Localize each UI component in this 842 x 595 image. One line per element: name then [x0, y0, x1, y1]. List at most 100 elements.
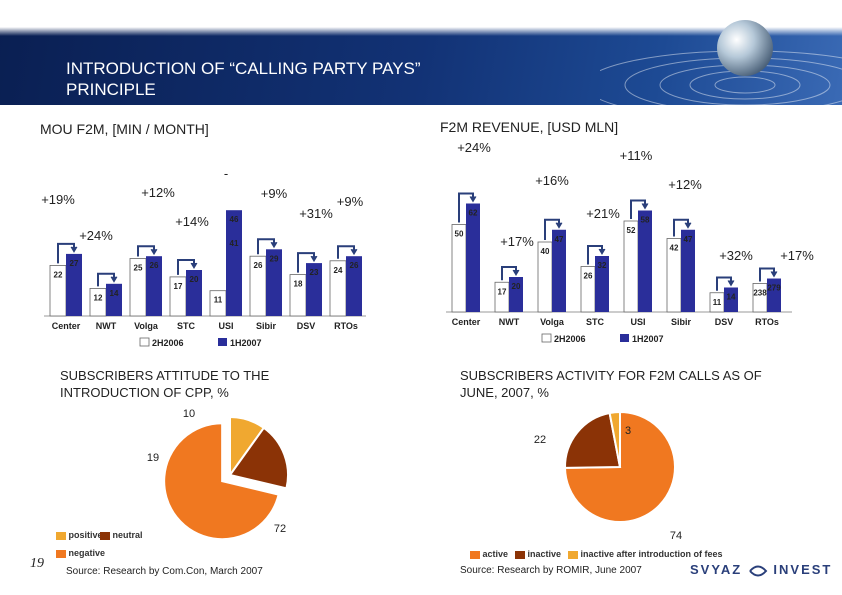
category-label: NWT [96, 321, 117, 331]
bar-1h2007 [186, 270, 202, 316]
attitude-pie-chart: 10 19 72 [147, 408, 289, 541]
pie-value-label: 10 [183, 408, 195, 420]
source-comcon: Source: Research by Com.Con, March 2007 [66, 566, 263, 577]
bar-1h2007 [638, 210, 652, 312]
bar-1h2007 [466, 203, 480, 312]
pie-slice-inactive-after-introduction-of-fees [608, 410, 621, 468]
legend-negative: negative [56, 548, 105, 558]
category-label: Center [452, 317, 481, 327]
category-label: USI [630, 317, 645, 327]
category-label: RTOs [334, 321, 358, 331]
pie-value-label: 72 [274, 523, 286, 535]
value-label-2h2006: 22 [54, 270, 63, 279]
category-label: Sibir [256, 321, 277, 331]
growth-arrow-head [350, 248, 358, 256]
value-label-2h2006: 18 [294, 280, 303, 289]
bar-1h2007 [595, 256, 609, 312]
category-label: RTOs [755, 317, 779, 327]
activity-pie-chart: 74 22 3 [534, 410, 682, 542]
growth-arrow-head [110, 276, 118, 283]
pie-value-label: 74 [670, 530, 682, 542]
legend-neutral: neutral [100, 530, 143, 540]
legend-swatch-2h2006 [139, 337, 150, 347]
value-label-2h2006: 12 [94, 293, 103, 302]
value-label-1h2007: 26 [150, 261, 159, 270]
source-romir: Source: Research by ROMIR, June 2007 [460, 565, 642, 576]
growth-arrow-head [727, 280, 735, 287]
value-label-2h2006: 40 [541, 247, 550, 256]
pie-attitude-title: SUBSCRIBERS ATTITUDE TO THE INTRODUCTION… [60, 368, 270, 400]
growth-label: - [224, 166, 228, 181]
growth-arrow-head [190, 262, 198, 269]
value-label-2h2006: 24 [334, 266, 343, 275]
category-label: NWT [499, 317, 520, 327]
category-label: STC [586, 317, 605, 327]
legend-swatch-1h2007 [620, 334, 629, 342]
value-label-2h2006: 238 [753, 288, 767, 297]
bar-1h2007 [767, 278, 781, 312]
growth-arrow-head [770, 271, 778, 278]
swirl-graphic [600, 20, 842, 105]
category-label: STC [177, 321, 196, 331]
value-label-2h2006: 42 [670, 244, 679, 253]
value-label-2h2006: 26 [584, 272, 593, 281]
bar-1h2007 [724, 287, 738, 312]
header-top-band [0, 0, 842, 36]
category-label: DSV [297, 321, 316, 331]
pie-value-label: 3 [625, 425, 631, 437]
logo-arrow-icon [749, 565, 768, 577]
pie-slice-negative [163, 422, 280, 541]
page-number: 19 [30, 556, 44, 571]
growth-arrow-head [555, 222, 563, 229]
bar-1h2007 [226, 210, 242, 316]
bar-1h2007 [66, 253, 82, 316]
growth-arrow-head [469, 196, 477, 203]
revenue-bar-chart: 50 62 Center +24% 17 20 NWT +17% 40 47 Volga +16% 26… [446, 140, 814, 344]
bar-1h2007 [552, 229, 566, 312]
value-label-1h2007: 27 [70, 259, 79, 268]
growth-label: +24% [79, 228, 113, 243]
growth-label: +24% [457, 140, 491, 155]
legend-label-1h2007: 1H2007 [632, 334, 664, 344]
growth-label: +16% [535, 173, 569, 188]
value-label-2h2006: 52 [627, 226, 636, 235]
growth-label: +32% [719, 248, 753, 263]
growth-arrow-head [641, 203, 649, 210]
bar-1h2007 [306, 263, 322, 316]
chart-mou-title: MOU F2M, [MIN / MONTH] [40, 121, 209, 137]
value-label-1h2007: 62 [469, 209, 478, 218]
value-label-2h2006: 11 [214, 296, 223, 305]
value-label-1h2007: 20 [512, 282, 521, 291]
growth-label: +12% [141, 185, 175, 200]
value-label-2h2006: 11 [713, 298, 722, 307]
value-label-1h2007: 47 [555, 235, 564, 244]
value-label-1h2007: 20 [190, 275, 199, 284]
value-label-1h2007: 279 [767, 284, 781, 293]
legend-label-1h2007: 1H2007 [230, 338, 262, 348]
sphere-icon [717, 20, 773, 76]
category-label: Volga [134, 321, 159, 331]
company-logo: SVYAZ INVEST [690, 562, 833, 577]
growth-label: +9% [337, 194, 364, 209]
legend-inactive-after-fees: inactive after introduction of fees [568, 549, 723, 559]
value-label-2h2006: 25 [134, 264, 143, 273]
value-label-1h2007: 23 [310, 268, 319, 277]
bar-1h2007 [146, 256, 162, 316]
legend-label-2h2006: 2H2006 [152, 338, 184, 348]
value-label-1h2007: 58 [641, 216, 650, 225]
pie-activity-title: SUBSCRIBERS ACTIVITY FOR F2M CALLS AS OF… [460, 368, 762, 400]
growth-arrow-head [310, 255, 318, 263]
category-label: Volga [540, 317, 565, 327]
growth-label: +14% [175, 214, 209, 229]
legend-swatch-1h2007 [218, 338, 227, 346]
growth-label: +17% [500, 234, 534, 249]
value-label-2h2006: 50 [455, 230, 464, 239]
growth-arrow-head [684, 222, 692, 229]
bar-1h2007 [509, 277, 523, 312]
growth-label: +19% [41, 192, 75, 207]
bar-1h2007 [266, 249, 282, 316]
growth-label: +17% [780, 248, 814, 263]
legend-label-2h2006: 2H2006 [554, 334, 586, 344]
pie-slice-inactive [564, 411, 622, 469]
growth-arrow [137, 245, 155, 257]
